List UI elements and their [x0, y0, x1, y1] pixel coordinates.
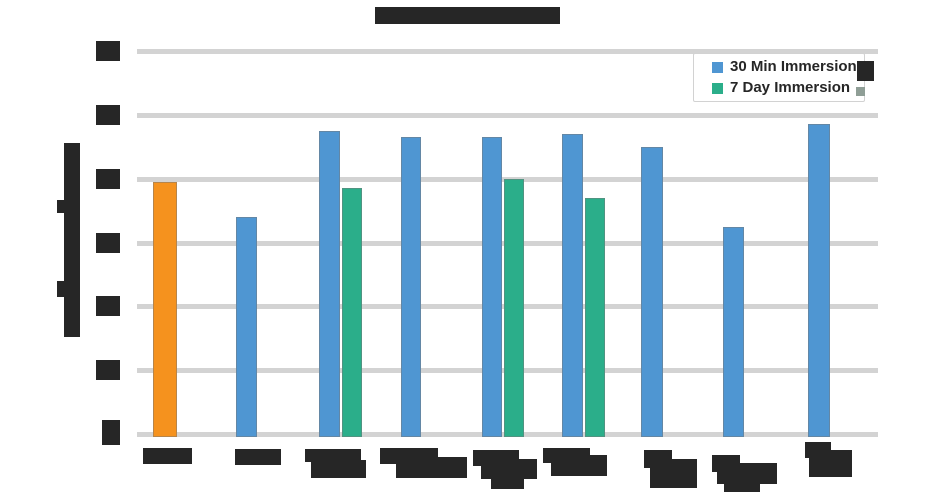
chart-legend: 30 Min Immersion 7 Day Immersion — [693, 53, 865, 102]
bar-7day-immersion — [503, 178, 524, 437]
y-tick-label-redacted — [102, 420, 120, 445]
bar-30min-immersion — [400, 137, 421, 437]
legend-swatch-blue — [712, 61, 723, 73]
bar-30min-immersion — [319, 130, 340, 437]
x-tick-label-redacted-3 — [305, 449, 361, 462]
legend-label-7day-immersion: 7 Day Immersion — [730, 79, 851, 96]
legend-edge-artifact — [856, 87, 865, 96]
legend-edge-artifact — [857, 61, 874, 81]
y-tick-label-redacted — [96, 233, 120, 253]
bar-7day-immersion — [584, 197, 605, 437]
x-tick-label-redacted-6 — [551, 455, 607, 476]
bar-30min-immersion — [235, 216, 257, 437]
y-axis-label-redacted — [57, 200, 65, 213]
x-tick-label-redacted-8 — [724, 475, 760, 492]
h-gridline — [137, 48, 878, 54]
bar-30min-immersion — [807, 124, 830, 437]
y-tick-label-redacted — [96, 296, 120, 316]
x-tick-label-redacted-5 — [491, 472, 524, 489]
y-tick-label-redacted — [96, 360, 120, 380]
y-tick-label-redacted — [96, 105, 120, 125]
bar-7day-immersion — [341, 188, 362, 437]
bar-30min-immersion — [641, 146, 663, 437]
legend-swatch-green — [712, 82, 723, 94]
legend-item-30min-immersion: 30 Min Immersion — [712, 57, 864, 77]
h-gridline — [137, 112, 878, 118]
x-tick-label-redacted-3 — [311, 460, 366, 478]
x-tick-label-redacted-1 — [143, 448, 192, 464]
legend-label-30min-immersion: 30 Min Immersion — [730, 58, 857, 75]
legend-item-7day-immersion: 7 Day Immersion — [712, 78, 864, 98]
x-tick-label-redacted-7 — [650, 459, 697, 488]
y-axis-label-redacted — [64, 143, 80, 337]
chart-title-redacted — [375, 7, 560, 24]
y-tick-label-redacted — [96, 169, 120, 189]
bar-30min-immersion — [481, 137, 502, 437]
x-tick-label-redacted-4 — [396, 457, 467, 478]
y-axis-label-redacted — [57, 281, 66, 297]
bar-30min-immersion — [722, 226, 744, 437]
x-tick-label-redacted-2 — [235, 449, 281, 465]
bar-unlabeled-orange — [153, 181, 177, 437]
bar-30min-immersion — [561, 133, 583, 437]
y-tick-label-redacted — [96, 41, 120, 61]
x-tick-label-redacted-9 — [809, 450, 852, 477]
